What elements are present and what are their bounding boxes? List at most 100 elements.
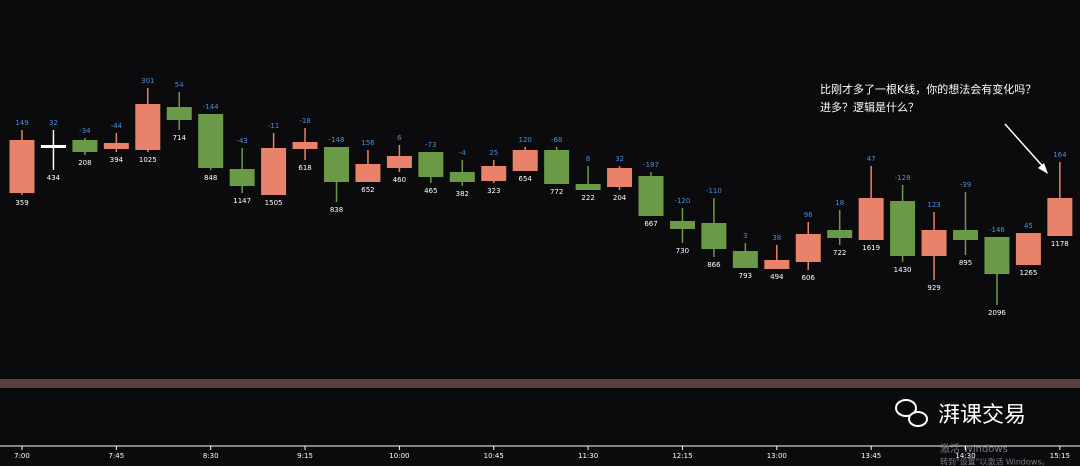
delta-label: -144 <box>203 103 219 111</box>
volume-label: 1505 <box>265 199 283 207</box>
candle-body <box>40 145 66 148</box>
candle-body <box>103 143 129 149</box>
delta-label: -43 <box>236 137 247 145</box>
x-tick-label: 13:45 <box>861 452 881 460</box>
volume-label: 714 <box>173 134 187 142</box>
volume-label: 323 <box>487 187 500 195</box>
delta-label: -110 <box>706 187 722 195</box>
volume-label: 434 <box>47 174 61 182</box>
volume-label: 866 <box>707 261 721 269</box>
annotation: 比刚才多了一根K线，你的想法会有变化吗？ <box>820 82 1036 96</box>
delta-label: -128 <box>895 174 911 182</box>
x-tick-label: 14:30 <box>955 452 975 460</box>
delta-label: 3 <box>743 232 747 240</box>
delta-label: -187 <box>643 161 659 169</box>
annotation: 进多？逻辑是什么？ <box>820 100 919 114</box>
volume-label: 1430 <box>894 266 912 274</box>
candle-body <box>9 140 35 193</box>
volume-label: 667 <box>644 220 657 228</box>
volume-label: 895 <box>959 259 972 267</box>
watermark: 湃课交易 <box>938 403 1026 428</box>
delta-label: -148 <box>329 136 345 144</box>
candle-body <box>229 169 255 186</box>
delta-label: -44 <box>111 122 123 130</box>
candle-body <box>449 172 475 182</box>
x-tick-label: 12:15 <box>672 452 692 460</box>
candle-body <box>544 150 570 184</box>
volume-label: 606 <box>802 274 816 282</box>
delta-label: 120 <box>519 136 532 144</box>
volume-label: 652 <box>361 186 374 194</box>
delta-label: 8 <box>586 155 590 163</box>
candle-body <box>292 142 318 149</box>
wechat-icon <box>895 399 928 427</box>
candle-body <box>418 152 444 177</box>
candle-body <box>701 223 727 249</box>
x-tick-label: 7:00 <box>14 452 30 460</box>
band <box>0 379 1080 388</box>
delta-label: 54 <box>175 81 184 89</box>
candle-body <box>198 114 224 168</box>
system-text: 激活 Windows <box>940 442 1008 455</box>
delta-label: 45 <box>1024 222 1033 230</box>
candle-body <box>166 107 192 120</box>
volume-label: 460 <box>393 176 406 184</box>
volume-label: 618 <box>298 164 311 172</box>
x-tick-label: 15:15 <box>1050 452 1070 460</box>
candle-body <box>575 184 601 190</box>
volume-label: 793 <box>739 272 752 280</box>
candle-body <box>512 150 538 171</box>
delta-label: -4 <box>459 149 467 157</box>
volume-label: 1147 <box>233 197 251 205</box>
delta-label: 156 <box>361 139 375 147</box>
delta-label: 301 <box>141 77 154 85</box>
volume-label: 208 <box>78 159 91 167</box>
candle-body <box>607 168 633 187</box>
volume-label: 838 <box>330 206 343 214</box>
candle-body <box>732 251 758 268</box>
x-tick-label: 11:30 <box>578 452 598 460</box>
candle-body <box>324 147 349 182</box>
candle-body <box>795 234 821 262</box>
candle-body <box>481 166 507 181</box>
candle-body <box>135 104 161 150</box>
volume-label: 1025 <box>139 156 157 164</box>
volume-label: 2096 <box>988 309 1006 317</box>
delta-label: 164 <box>1053 151 1067 159</box>
candle-body <box>984 237 1010 274</box>
candle-body <box>638 176 664 216</box>
x-tick-label: 13:00 <box>767 452 787 460</box>
candle-body <box>72 140 98 152</box>
candle-body <box>1047 198 1073 236</box>
delta-label: -73 <box>425 141 436 149</box>
delta-label: 6 <box>397 134 402 142</box>
volume-label: 494 <box>770 273 784 281</box>
volume-label: 465 <box>424 187 437 195</box>
volume-label: 204 <box>613 194 627 202</box>
volume-label: 848 <box>204 174 217 182</box>
delta-label: 38 <box>772 234 781 242</box>
candle-body <box>890 201 916 256</box>
volume-label: 222 <box>581 194 594 202</box>
delta-label: 123 <box>927 201 940 209</box>
candle-body <box>858 198 884 240</box>
candle-body <box>1015 233 1041 265</box>
system-text: 转到"设置"以激活 Windows。 <box>940 457 1050 466</box>
delta-label: 18 <box>835 199 844 207</box>
x-tick-label: 7:45 <box>108 452 124 460</box>
candle-body <box>669 221 695 229</box>
delta-label: -34 <box>79 127 91 135</box>
volume-label: 1178 <box>1051 240 1069 248</box>
candle-body <box>386 156 412 168</box>
delta-label: -146 <box>989 226 1005 234</box>
candle-body <box>355 164 381 182</box>
delta-label: -11 <box>268 122 279 130</box>
volume-label: 382 <box>456 190 469 198</box>
delta-label: 96 <box>804 211 813 219</box>
delta-label: -39 <box>960 181 971 189</box>
candle-body <box>827 230 853 238</box>
volume-label: 929 <box>927 284 940 292</box>
candle-body <box>921 230 947 256</box>
